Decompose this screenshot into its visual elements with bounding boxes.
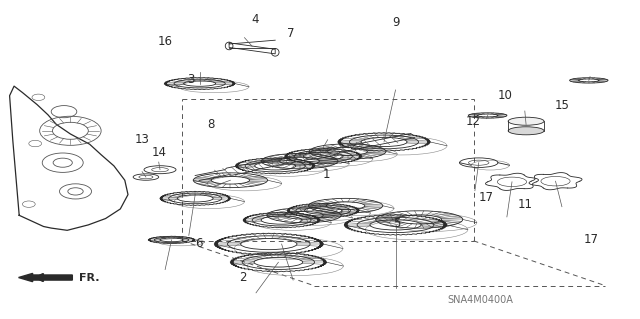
Ellipse shape: [508, 117, 544, 125]
Text: 1: 1: [323, 168, 330, 181]
Text: FR.: FR.: [79, 272, 99, 283]
Text: SNA4M0400A: SNA4M0400A: [447, 295, 513, 305]
Ellipse shape: [508, 127, 544, 135]
FancyArrow shape: [19, 273, 72, 282]
Text: 2: 2: [239, 271, 247, 284]
Text: 10: 10: [498, 89, 513, 102]
Text: 15: 15: [554, 99, 570, 112]
Text: 4: 4: [251, 13, 259, 26]
Text: 14: 14: [151, 146, 166, 159]
Text: 17: 17: [479, 191, 494, 204]
Text: 16: 16: [157, 35, 173, 48]
Text: 9: 9: [392, 16, 399, 29]
Text: 5: 5: [393, 217, 401, 230]
Text: 6: 6: [195, 237, 202, 249]
Text: 7: 7: [287, 27, 295, 40]
Text: 3: 3: [187, 73, 195, 85]
Text: 13: 13: [134, 133, 150, 146]
Text: 12: 12: [466, 115, 481, 128]
Text: 11: 11: [517, 198, 532, 211]
Text: 8: 8: [207, 118, 215, 131]
Text: 17: 17: [584, 234, 599, 246]
